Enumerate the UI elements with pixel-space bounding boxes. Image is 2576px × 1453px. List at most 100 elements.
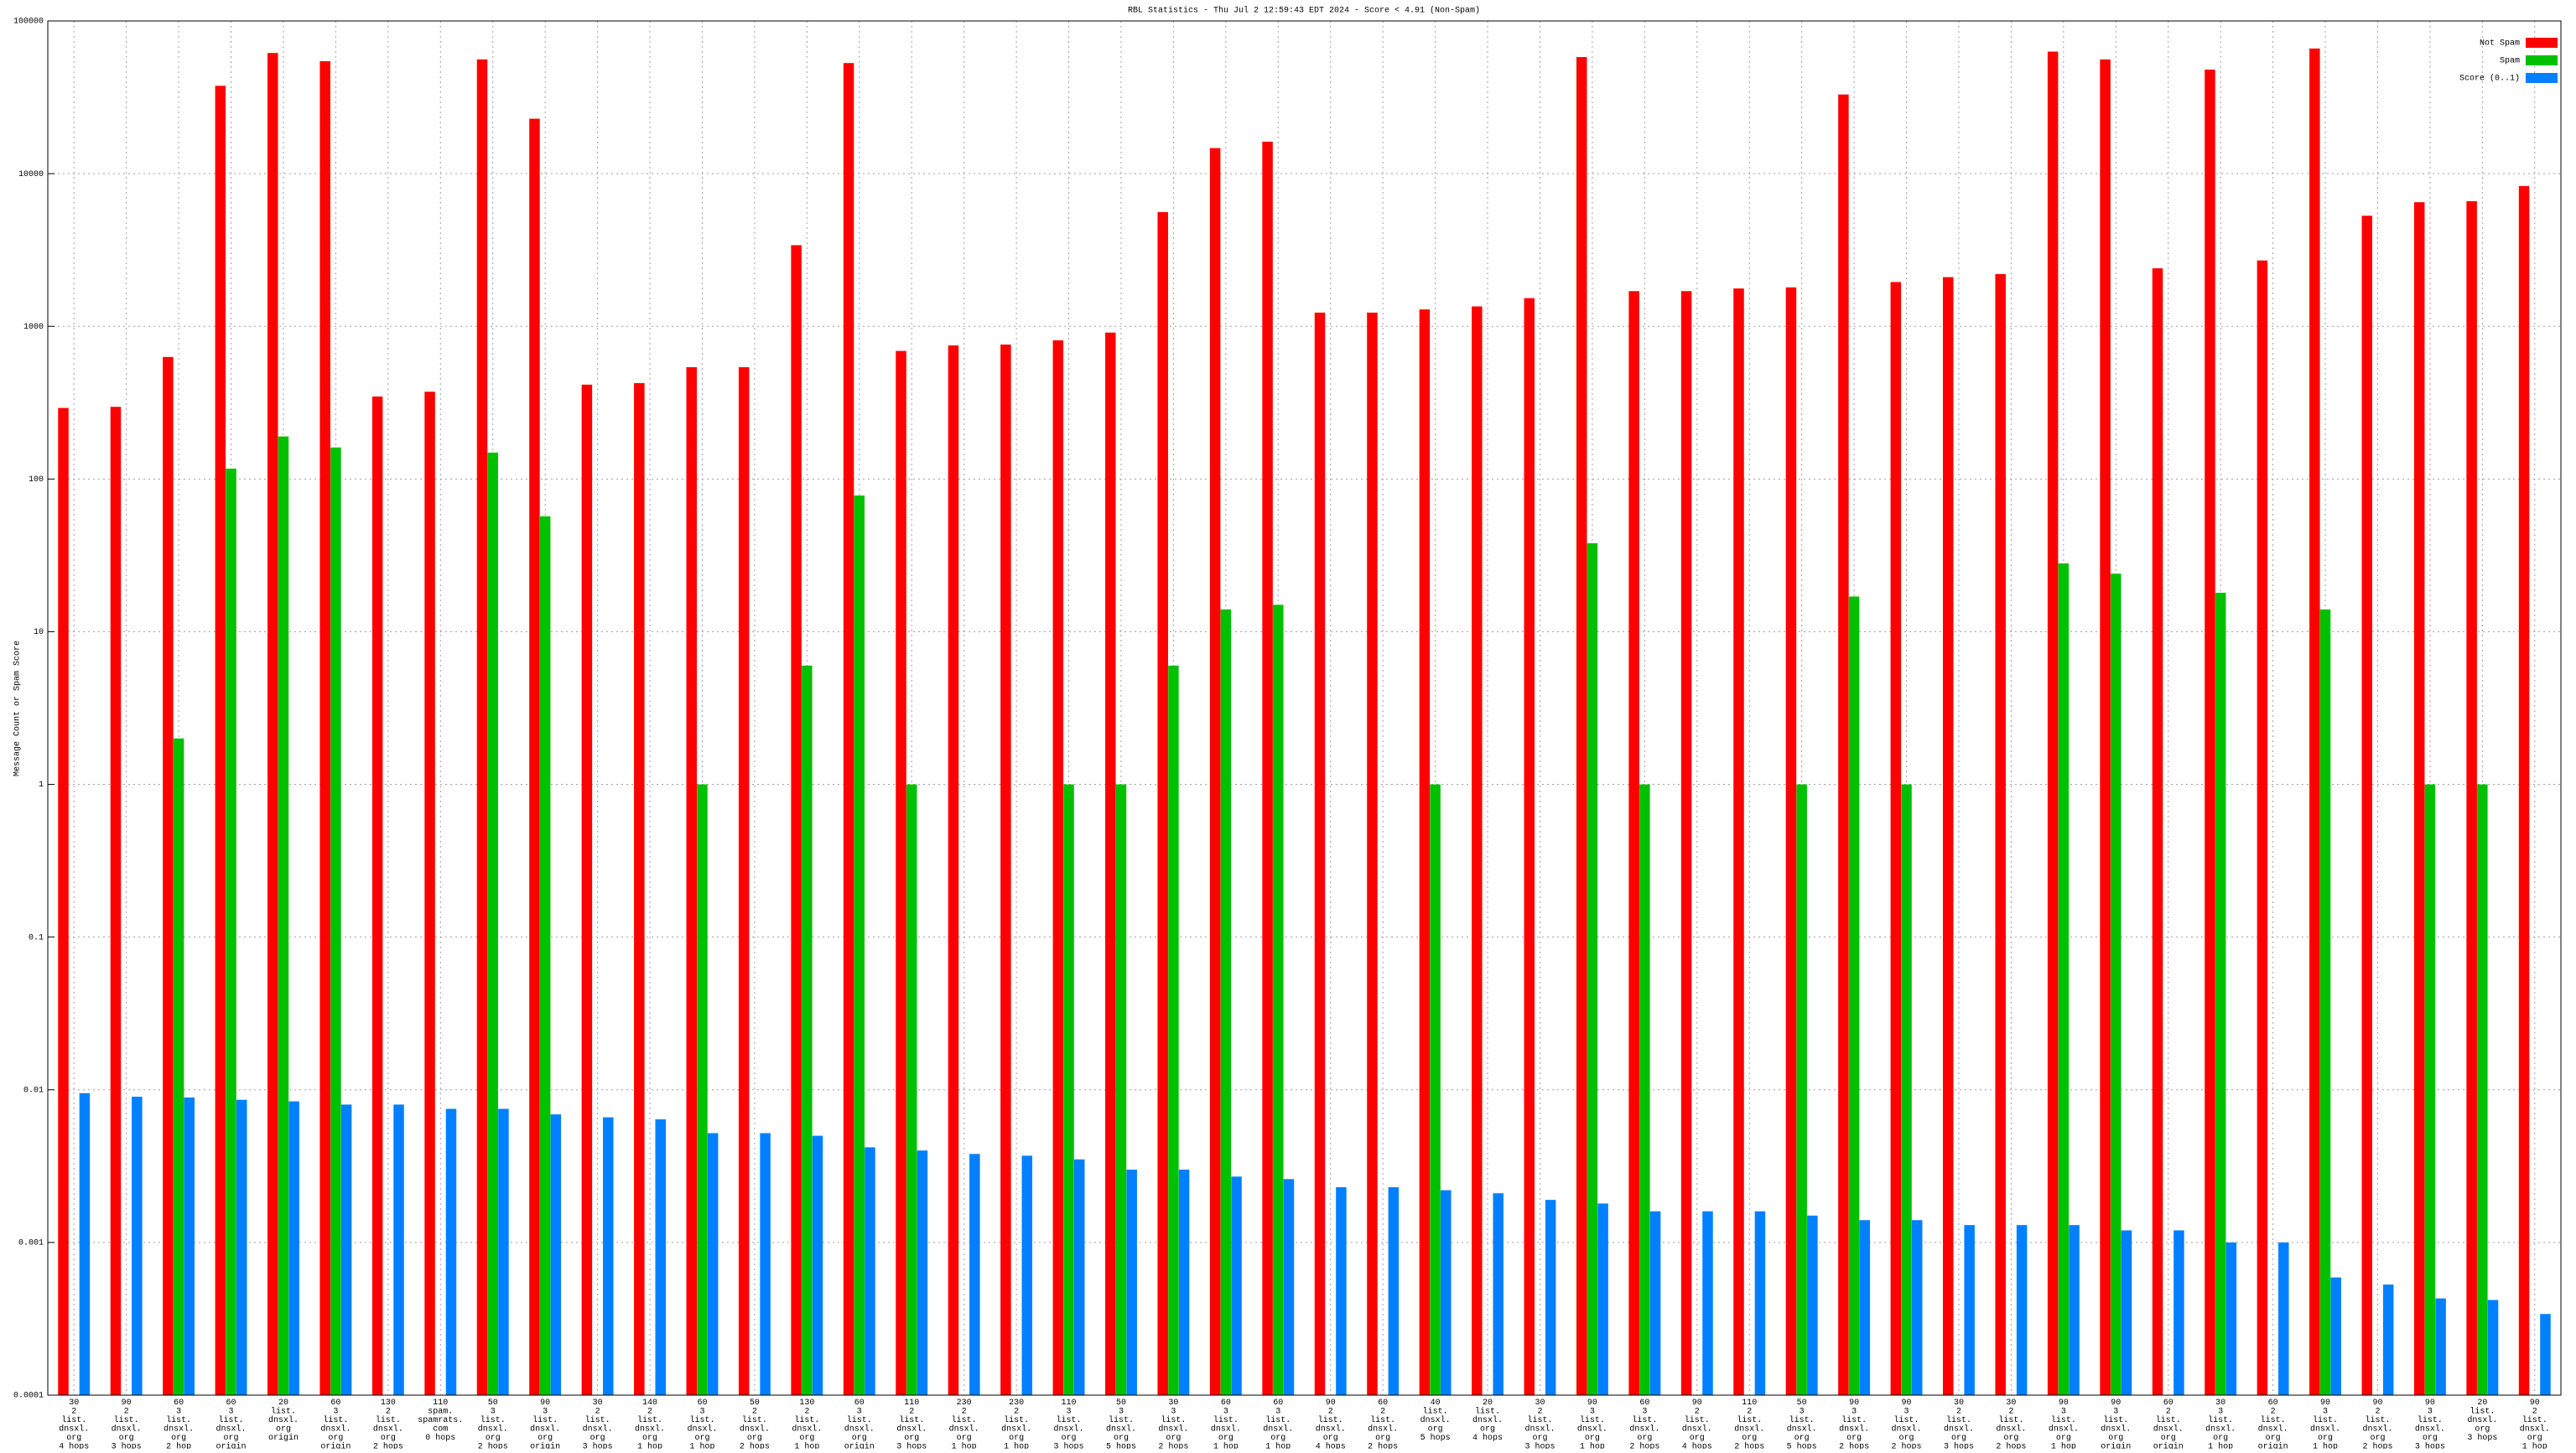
bar (1848, 596, 1860, 1395)
bar (1336, 1187, 1347, 1395)
bar (896, 350, 906, 1395)
x-tick-label: 90 3 list. dnsxl. org 1 hop (2310, 1399, 2340, 1449)
bar (1733, 288, 1744, 1396)
x-tick-label: 110 2 list. dnsxl. org 3 hops (896, 1399, 927, 1449)
bar (1168, 665, 1179, 1395)
bar (163, 356, 174, 1395)
bar (1063, 784, 1074, 1395)
bar (1262, 141, 1273, 1396)
y-tick-label: 100 (29, 475, 44, 485)
legend-swatch (2526, 55, 2558, 65)
bar (655, 1119, 666, 1395)
bar (1796, 784, 1807, 1395)
x-tick-label: 90 2 list. dnsxl. org 2 hops (2362, 1399, 2392, 1449)
x-tick-label: 20 list. dnsxl. org origin (268, 1399, 299, 1443)
y-tick-label: 0.001 (18, 1239, 44, 1248)
y-tick-label: 10000 (18, 170, 44, 179)
bar (802, 665, 813, 1395)
bar (1587, 542, 1598, 1395)
bar (173, 738, 184, 1395)
bar (1314, 312, 1326, 1395)
bar (110, 407, 122, 1395)
bar (2330, 1277, 2341, 1395)
bar (2278, 1242, 2289, 1395)
bar (1126, 1169, 1137, 1395)
x-tick-label: 140 2 list. dnsxl. org 1 hop (635, 1399, 665, 1449)
bar (906, 784, 917, 1395)
x-tick-label: 30 3 list. dnsxl. org 1 hop (2205, 1399, 2236, 1449)
x-tick-label: 60 3 list. dnsxl. org 1 hop (687, 1399, 717, 1449)
bar (1807, 1215, 1818, 1395)
bar (2069, 1225, 2080, 1395)
x-tick-label: 20 list. dnsxl. org 4 hops (1472, 1399, 1503, 1443)
bar (1105, 332, 1116, 1395)
bar (424, 392, 435, 1396)
bar (236, 1099, 247, 1395)
y-tick-label: 1 (39, 781, 44, 790)
legend-label: Score (0..1) (2459, 74, 2520, 84)
x-tick-label: 40 list. dnsxl. org 5 hops (1420, 1399, 1451, 1443)
x-tick-label: 230 2 list. dnsxl. org 1 hop (949, 1399, 979, 1449)
bar (581, 384, 593, 1395)
bar (1231, 1176, 1242, 1395)
x-tick-label: 60 3 list. dnsxl. org 1 hop (1263, 1399, 1293, 1449)
bar (132, 1097, 143, 1395)
bar (2100, 59, 2111, 1395)
x-tick-label: 30 2 list. dnsxl. org 3 hops (1524, 1399, 1555, 1449)
bar (1639, 784, 1650, 1395)
bar (476, 59, 488, 1395)
x-tick-label: 60 3 list. dnsxl. org origin (216, 1399, 247, 1449)
bar (1388, 1187, 1400, 1395)
bar (2540, 1314, 2551, 1395)
x-tick-label: 30 2 list. dnsxl. org 2 hops (1996, 1399, 2026, 1449)
bar (1493, 1193, 1504, 1395)
x-tick-label: 30 2 list. dnsxl. org 3 hops (583, 1399, 613, 1449)
x-tick-label: 60 3 list. dnsxl. org 2 hops (1629, 1399, 1659, 1449)
x-tick-label: 110 2 list. dnsxl. org 2 hops (1734, 1399, 1764, 1449)
y-tick-label: 1000 (23, 323, 44, 332)
bar (1209, 148, 1221, 1396)
bar (226, 468, 236, 1395)
x-tick-label: 110 spam. spamrats. com 0 hops (418, 1399, 463, 1443)
bar (2487, 1300, 2499, 1395)
x-tick-label: 60 2 list. dnsxl. org origin (2153, 1399, 2184, 1449)
bar (865, 1147, 875, 1395)
bar (1545, 1200, 1556, 1395)
bar (634, 382, 645, 1395)
bar (738, 366, 750, 1395)
bar (2477, 784, 2488, 1395)
x-tick-label: 90 3 list. dnsxl. org 1 hop (1577, 1399, 1607, 1449)
x-tick-label: 230 2 list. dnsxl. org 1 hop (1001, 1399, 1031, 1449)
x-tick-label: 90 3 list. dnsxl. org 2 hops (1892, 1399, 1922, 1449)
bar (603, 1117, 614, 1395)
bar (330, 447, 341, 1396)
bar (1472, 306, 1483, 1395)
y-tick-label: 100000 (13, 18, 44, 27)
bar (2047, 51, 2059, 1395)
x-tick-label: 60 3 list. dnsxl. org 2 hop (164, 1399, 194, 1449)
bar (2205, 70, 2215, 1395)
legend-swatch (2526, 38, 2558, 48)
chart-title: RBL Statistics - Thu Jul 2 12:59:43 EDT … (1128, 6, 1480, 16)
bar (1021, 1155, 1033, 1395)
y-axis-label: Message Count or Spam Score (13, 641, 23, 776)
bar (2413, 202, 2425, 1396)
x-tick-label: 30 3 list. dnsxl. org 2 hops (1158, 1399, 1188, 1449)
bar (2382, 1284, 2394, 1395)
x-tick-label: 110 3 list. dnsxl. org 3 hops (1054, 1399, 1084, 1449)
x-tick-label: 50 2 list. dnsxl. org 2 hops (740, 1399, 770, 1449)
bar (1157, 211, 1168, 1395)
x-tick-label: 90 3 list. dnsxl. org origin (530, 1399, 560, 1449)
y-tick-label: 0.01 (23, 1086, 44, 1095)
bar (2435, 1298, 2446, 1395)
y-tick-label: 0.0001 (13, 1392, 44, 1401)
bar (1859, 1220, 1871, 1395)
bar (79, 1092, 91, 1395)
bar (686, 366, 698, 1395)
bar (2424, 784, 2436, 1395)
x-tick-label: 130 2 list. dnsxl. org 1 hop (792, 1399, 822, 1449)
bar (1838, 94, 1849, 1395)
bar (2257, 260, 2268, 1396)
bar (2058, 563, 2070, 1395)
